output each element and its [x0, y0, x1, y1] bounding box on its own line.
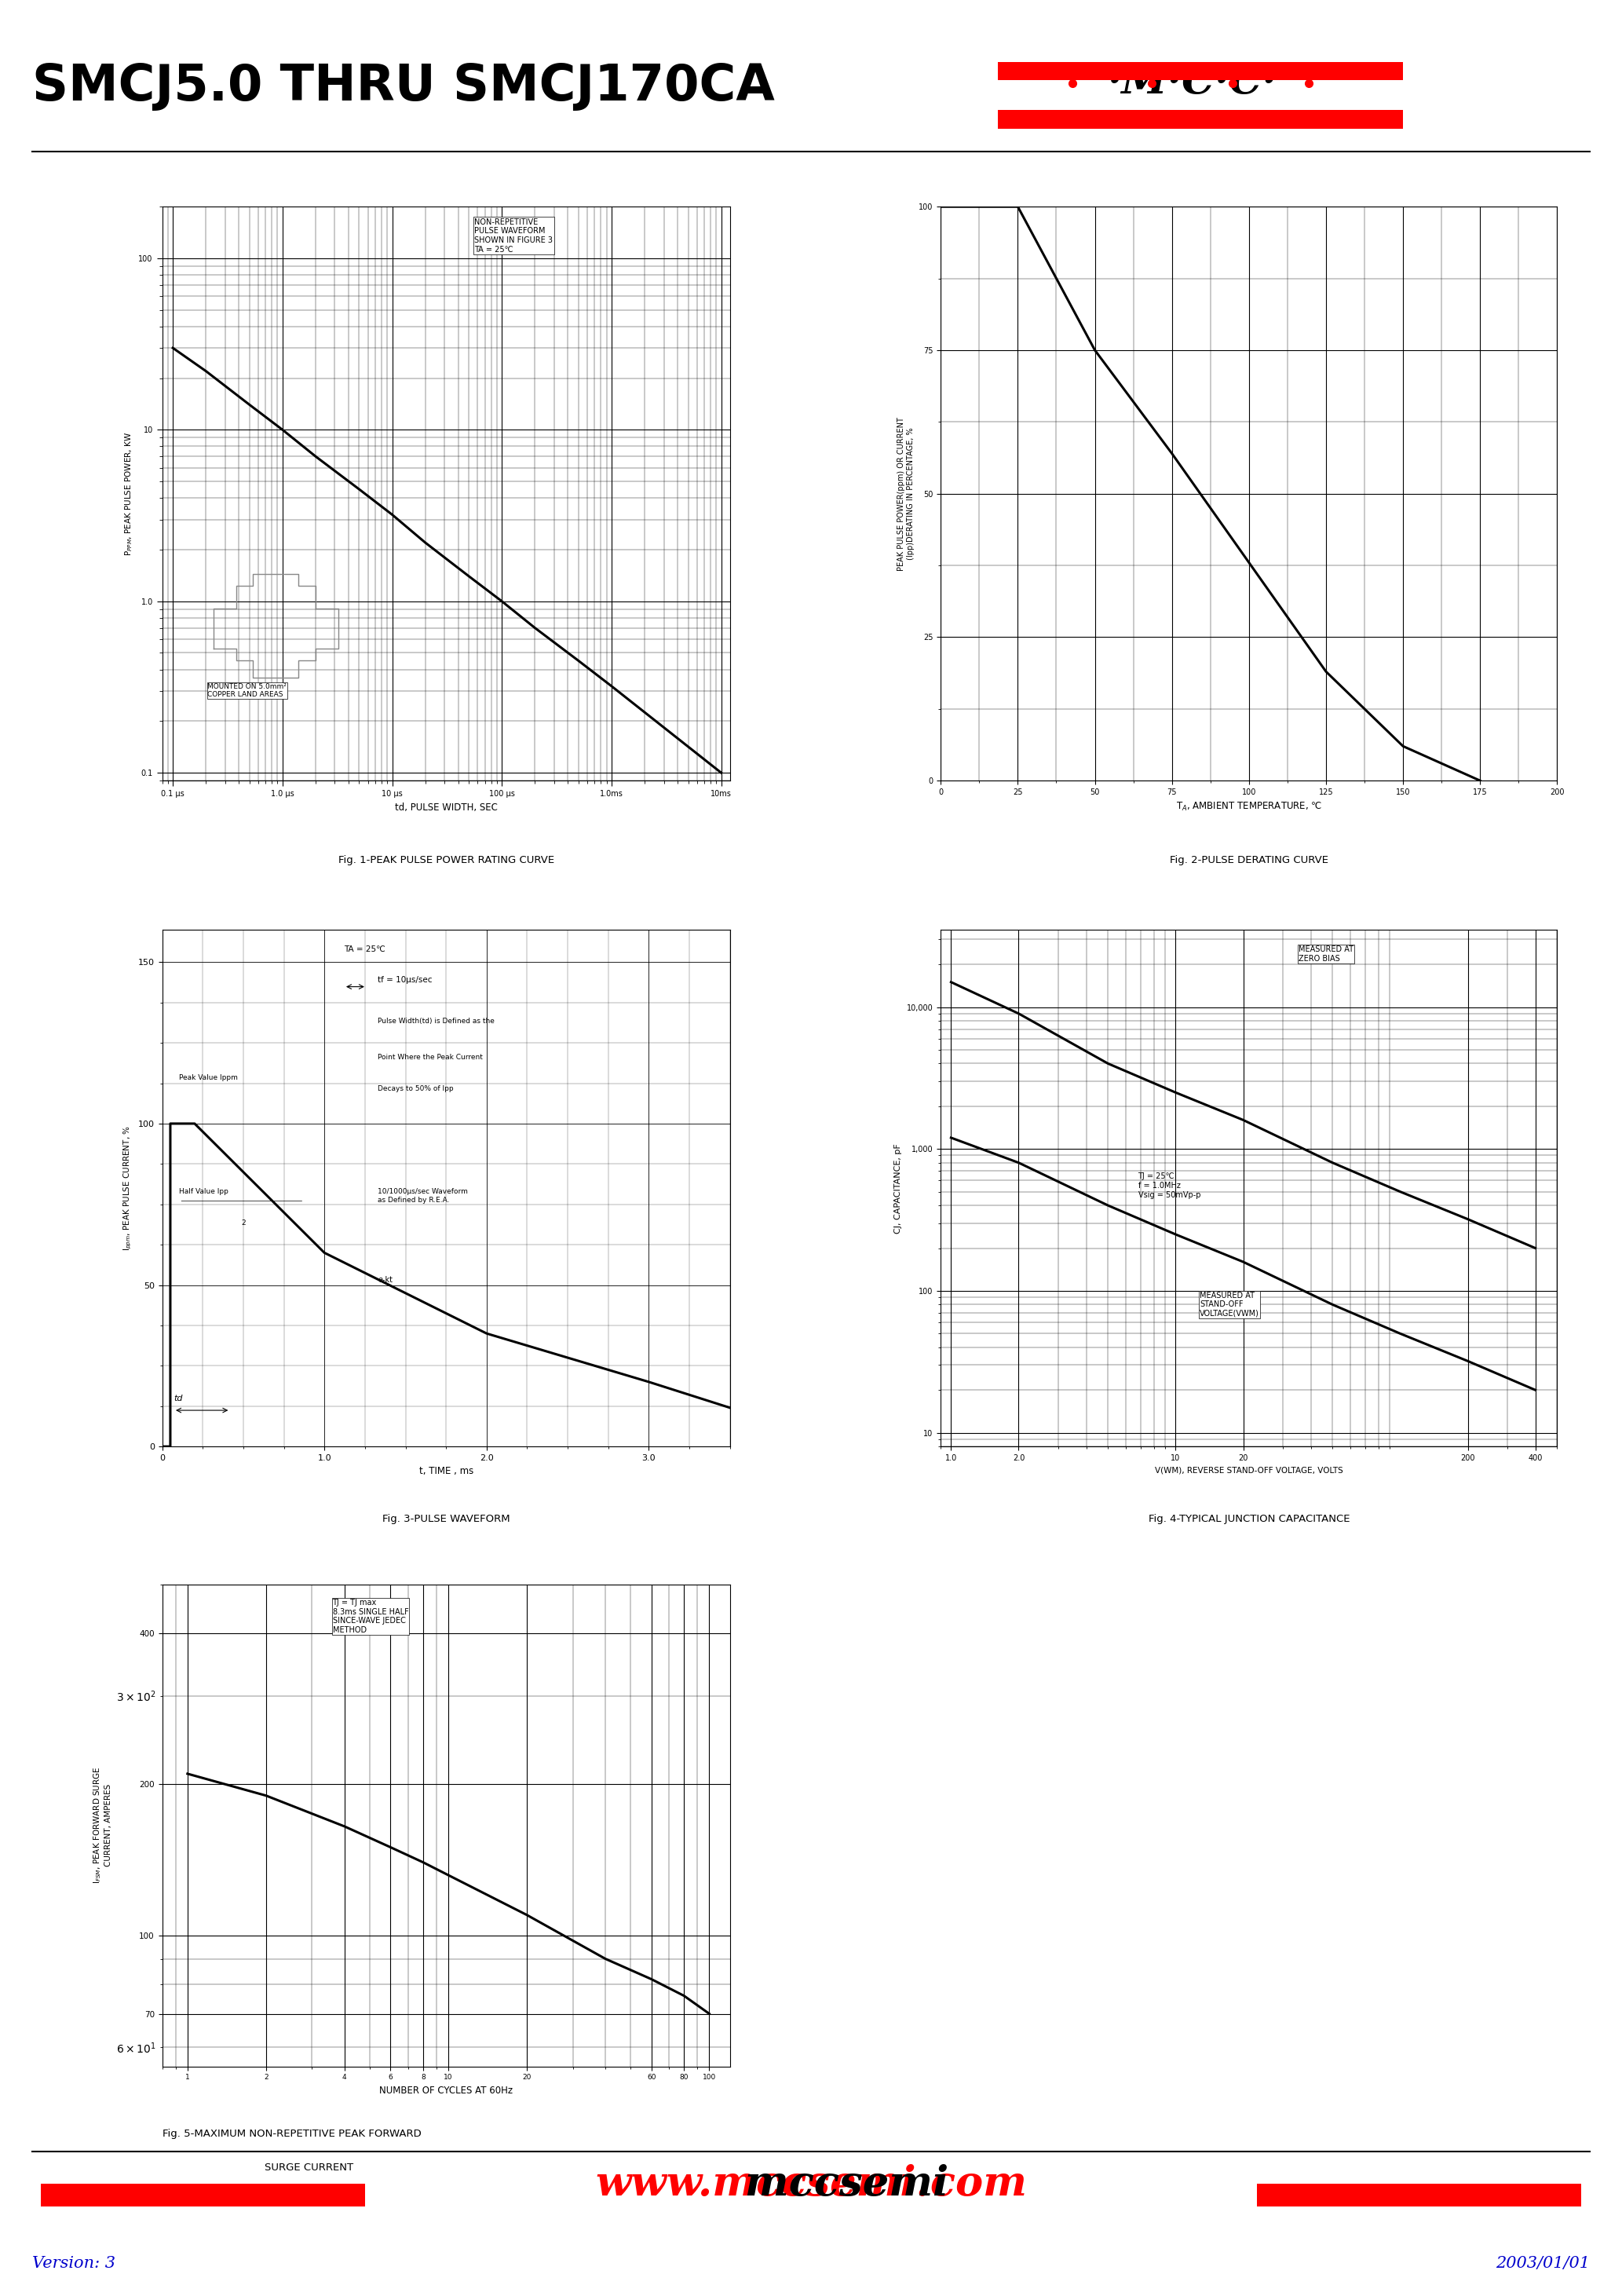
- Text: Peak Value Ippm: Peak Value Ippm: [178, 1075, 238, 1081]
- Text: e-kt: e-kt: [378, 1277, 393, 1283]
- Text: MOUNTED ON 5.0mm²
COPPER LAND AREAS: MOUNTED ON 5.0mm² COPPER LAND AREAS: [208, 684, 287, 698]
- X-axis label: V(WM), REVERSE STAND-OFF VOLTAGE, VOLTS: V(WM), REVERSE STAND-OFF VOLTAGE, VOLTS: [1155, 1467, 1343, 1474]
- Text: tf = 10µs/sec: tf = 10µs/sec: [378, 976, 433, 985]
- X-axis label: T$_A$, AMBIENT TEMPERATURE, ℃: T$_A$, AMBIENT TEMPERATURE, ℃: [1176, 801, 1322, 813]
- Y-axis label: PEAK PULSE POWER(ppm) OR CURRENT
(Ipp)DERATING IN PERCENTAGE, %: PEAK PULSE POWER(ppm) OR CURRENT (Ipp)DE…: [897, 418, 915, 569]
- Text: 10/1000µs/sec Waveform
as Defined by R.E.A.: 10/1000µs/sec Waveform as Defined by R.E…: [378, 1189, 469, 1203]
- Text: 2: 2: [242, 1219, 247, 1226]
- Text: www.mccsemi.com: www.mccsemi.com: [595, 2165, 1027, 2204]
- Text: Fig. 5-MAXIMUM NON-REPETITIVE PEAK FORWARD: Fig. 5-MAXIMUM NON-REPETITIVE PEAK FORWA…: [162, 2128, 422, 2140]
- Text: Decays to 50% of Ipp: Decays to 50% of Ipp: [378, 1086, 454, 1093]
- Text: SURGE CURRENT: SURGE CURRENT: [264, 2163, 354, 2172]
- Text: TJ = TJ max
8.3ms SINGLE HALF
SINCE-WAVE JEDEC
METHOD: TJ = TJ max 8.3ms SINGLE HALF SINCE-WAVE…: [333, 1598, 409, 1635]
- Text: Fig. 4-TYPICAL JUNCTION CAPACITANCE: Fig. 4-TYPICAL JUNCTION CAPACITANCE: [1148, 1513, 1350, 1525]
- Text: Fig. 3-PULSE WAVEFORM: Fig. 3-PULSE WAVEFORM: [383, 1513, 509, 1525]
- Text: Version: 3: Version: 3: [32, 2255, 115, 2271]
- Text: MEASURED AT
ZERO BIAS: MEASURED AT ZERO BIAS: [1298, 946, 1353, 962]
- Text: SMCJ5.0 THRU SMCJ170CA: SMCJ5.0 THRU SMCJ170CA: [32, 62, 775, 110]
- Y-axis label: I$_{FSM}$, PEAK FORWARD SURGE
CURRENT, AMPERES: I$_{FSM}$, PEAK FORWARD SURGE CURRENT, A…: [92, 1766, 112, 1885]
- X-axis label: td, PULSE WIDTH, SEC: td, PULSE WIDTH, SEC: [394, 801, 498, 813]
- Text: td: td: [174, 1396, 183, 1403]
- Text: mccsemi: mccsemi: [673, 2165, 949, 2204]
- Text: Fig. 2-PULSE DERATING CURVE: Fig. 2-PULSE DERATING CURVE: [1169, 854, 1328, 866]
- Y-axis label: I$_{ppm}$, PEAK PULSE CURRENT, %: I$_{ppm}$, PEAK PULSE CURRENT, %: [122, 1125, 133, 1251]
- Text: NON-REPETITIVE
PULSE WAVEFORM
SHOWN IN FIGURE 3
TA = 25℃: NON-REPETITIVE PULSE WAVEFORM SHOWN IN F…: [475, 218, 553, 253]
- Text: Fig. 1-PEAK PULSE POWER RATING CURVE: Fig. 1-PEAK PULSE POWER RATING CURVE: [337, 854, 555, 866]
- Text: Pulse Width(td) is Defined as the: Pulse Width(td) is Defined as the: [378, 1017, 495, 1024]
- Text: MEASURED AT
STAND-OFF
VOLTAGE(VWM): MEASURED AT STAND-OFF VOLTAGE(VWM): [1200, 1290, 1259, 1318]
- Text: TJ = 25℃
f = 1.0MHz
Vsig = 50mVp-p: TJ = 25℃ f = 1.0MHz Vsig = 50mVp-p: [1139, 1173, 1200, 1199]
- Text: Half Value Ipp: Half Value Ipp: [178, 1189, 229, 1196]
- Text: ·M·C·C·: ·M·C·C·: [1108, 62, 1277, 101]
- Y-axis label: CJ, CAPACITANCE, pF: CJ, CAPACITANCE, pF: [894, 1143, 902, 1233]
- Text: 2003/01/01: 2003/01/01: [1495, 2255, 1590, 2271]
- Text: Point Where the Peak Current: Point Where the Peak Current: [378, 1054, 483, 1061]
- Text: TA = 25℃: TA = 25℃: [344, 946, 386, 953]
- X-axis label: NUMBER OF CYCLES AT 60Hz: NUMBER OF CYCLES AT 60Hz: [380, 2085, 513, 2096]
- Y-axis label: P$_{PPM}$, PEAK PULSE POWER, KW: P$_{PPM}$, PEAK PULSE POWER, KW: [123, 432, 135, 556]
- X-axis label: t, TIME , ms: t, TIME , ms: [418, 1467, 474, 1476]
